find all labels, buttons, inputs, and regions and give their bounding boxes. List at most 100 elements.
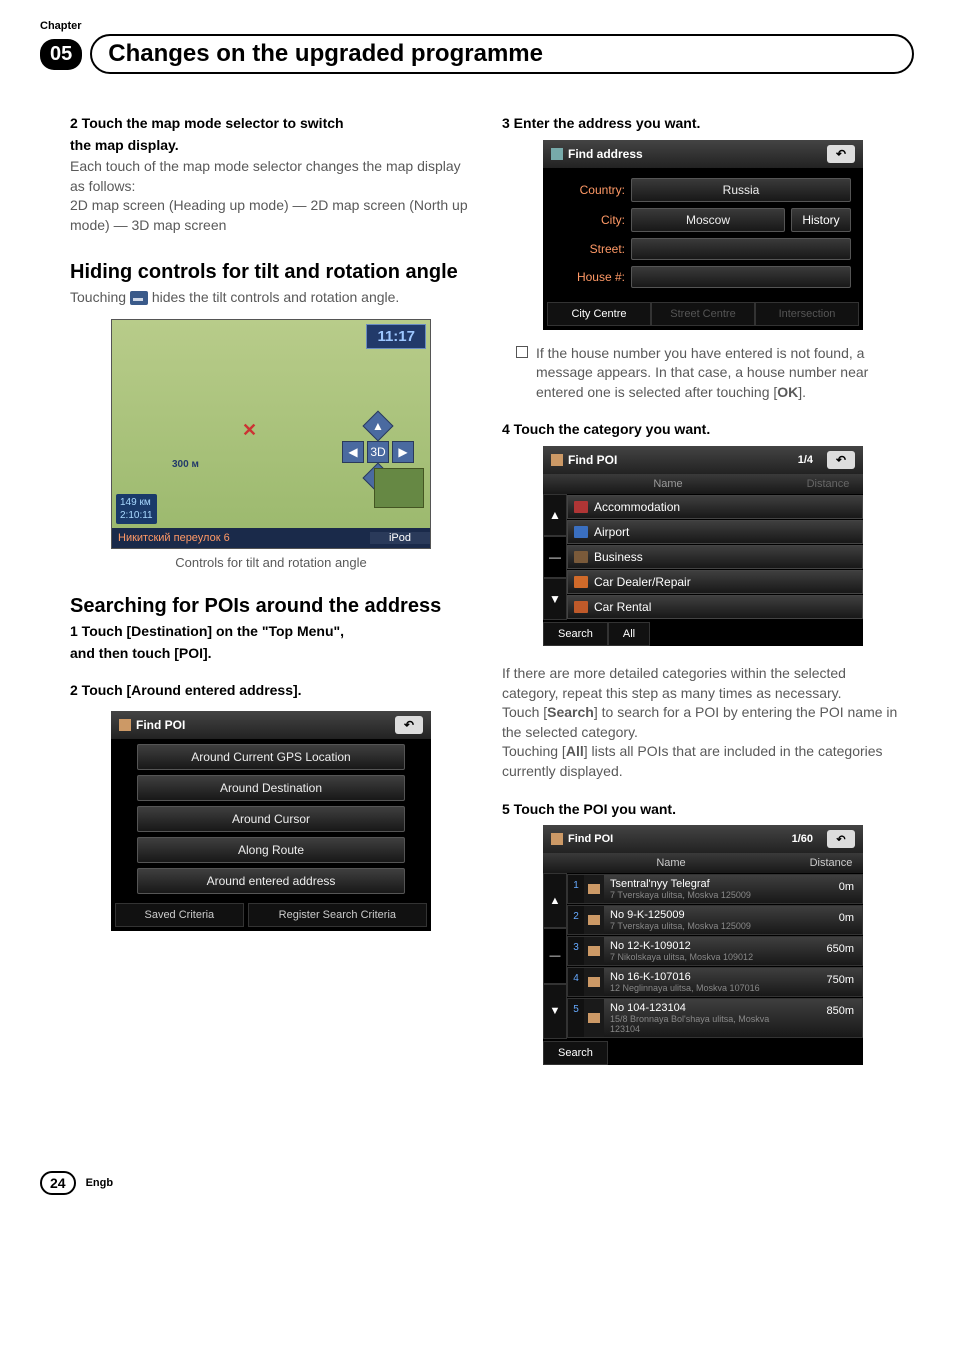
rotate-right-button[interactable]: ▶ (392, 441, 414, 463)
rotate-left-button[interactable]: ◀ (342, 441, 364, 463)
post-office-icon (588, 977, 600, 987)
panel-title-icon (119, 719, 131, 731)
map-screenshot: 11:17 ✕ ▲ ◀ 3D ▶ ▼ 300 м 149 км 2:10:11 … (111, 319, 431, 549)
street-field[interactable] (631, 238, 851, 260)
poi-result-item[interactable]: 3No 12-K-1090127 Nikolskaya ulitsa, Mosk… (567, 936, 863, 966)
city-label: City: (555, 213, 625, 227)
poicat-all-button[interactable]: All (608, 622, 650, 646)
poires-title: Find POI (568, 833, 613, 845)
para-search-bold: Search (547, 704, 594, 720)
poi-category-item[interactable]: Accommodation (567, 495, 863, 519)
poicat-search-button[interactable]: Search (543, 622, 608, 646)
result-name: No 16-K-107016 (610, 971, 792, 983)
poi-category-item[interactable]: Car Dealer/Repair (567, 570, 863, 594)
page-footer: 24 Engb (0, 1091, 954, 1215)
chapter-label: Chapter (40, 20, 914, 32)
post-office-icon (588, 1013, 600, 1023)
result-icon-cell (584, 937, 604, 965)
poires-dist-header: Distance (799, 853, 863, 873)
post-office-icon (588, 915, 600, 925)
register-criteria-button[interactable]: Register Search Criteria (248, 903, 427, 927)
scroll-up-button[interactable]: ▲ (543, 494, 567, 536)
poires-search-button[interactable]: Search (543, 1041, 608, 1065)
result-distance: 0m (798, 875, 862, 903)
city-centre-button[interactable]: City Centre (547, 302, 651, 326)
around-cursor-button[interactable]: Around Cursor (137, 806, 405, 832)
result-name: No 9-K-125009 (610, 909, 792, 921)
step5: 5 Touch the POI you want. (502, 800, 904, 820)
intersection-button[interactable]: Intersection (755, 302, 859, 326)
house-field[interactable] (631, 266, 851, 288)
mode-button[interactable]: 3D (367, 441, 389, 463)
poires-back-button[interactable]: ↶ (827, 830, 855, 848)
back-button[interactable]: ↶ (395, 716, 423, 734)
addr-title-icon (551, 148, 563, 160)
result-icon-cell (584, 999, 604, 1037)
result-text: Tsentral'nyy Telegraf7 Tverskaya ulitsa,… (604, 875, 798, 903)
map-street-name: Никитский переулок 6 (112, 532, 370, 544)
category-label: Accommodation (594, 500, 680, 514)
tilt-body: Touching hides the tilt controls and rot… (70, 288, 472, 308)
along-route-button[interactable]: Along Route (137, 837, 405, 863)
street-label: Street: (555, 242, 625, 256)
tilt-body-b: hides the tilt controls and rotation ang… (152, 289, 400, 305)
result-address: 7 Nikolskaya ulitsa, Moskva 109012 (610, 952, 792, 962)
poi-step1-a: 1 Touch [Destination] on the "Top Menu", (70, 622, 472, 642)
page-header: Chapter 05 Changes on the upgraded progr… (0, 0, 954, 74)
category-icon (574, 526, 588, 538)
res-scroll-up-button[interactable]: ▲ (543, 873, 567, 928)
right-column: 3 Enter the address you want. Find addre… (502, 114, 904, 1071)
tilt-body-a: Touching (70, 289, 130, 305)
poi-category-item[interactable]: Business (567, 545, 863, 569)
result-index: 5 (568, 999, 584, 1037)
poi-step2: 2 Touch [Around entered address]. (70, 681, 472, 701)
step2-line1: 2 Touch the map mode selector to switch (70, 114, 472, 134)
poi-result-item[interactable]: 2No 9-K-1250097 Tverskaya ulitsa, Moskva… (567, 905, 863, 935)
addr-titlebar: Find address ↶ (543, 140, 863, 168)
note-b: ]. (798, 384, 806, 400)
history-button[interactable]: History (791, 208, 851, 232)
country-field[interactable]: Russia (631, 178, 851, 202)
res-scroll-track: — (543, 928, 567, 983)
poicat-dist-header: Distance (793, 474, 863, 494)
house-label: House #: (555, 270, 625, 284)
tilt-up-button[interactable]: ▲ (362, 411, 393, 442)
result-name: No 104-123104 (610, 1002, 792, 1014)
poicat-titlebar: Find POI 1/4 ↶ (543, 446, 863, 474)
map-info-time: 2:10:11 (120, 509, 153, 522)
category-icon (574, 501, 588, 513)
result-address: 7 Tverskaya ulitsa, Moskva 125009 (610, 921, 792, 931)
poi-category-item[interactable]: Airport (567, 520, 863, 544)
find-poi-category-panel: Find POI 1/4 ↶ Name Distance ▲ — ▼ Accom… (543, 446, 863, 646)
find-address-panel: Find address ↶ Country: Russia City: Mos… (543, 140, 863, 330)
city-field[interactable]: Moscow (631, 208, 785, 232)
category-icon (574, 551, 588, 563)
poi-category-item[interactable]: Car Rental (567, 595, 863, 619)
map-source-label: iPod (370, 532, 430, 544)
page-number: 24 (40, 1171, 76, 1195)
result-distance: 650m (798, 937, 862, 965)
around-gps-button[interactable]: Around Current GPS Location (137, 744, 405, 770)
para-search: Touch [Search] to search for a POI by en… (502, 703, 904, 742)
around-destination-button[interactable]: Around Destination (137, 775, 405, 801)
around-address-button[interactable]: Around entered address (137, 868, 405, 894)
poires-title-icon (551, 833, 563, 845)
map-inset (374, 468, 424, 508)
panel-title: Find POI (136, 718, 185, 732)
category-label: Business (594, 550, 643, 564)
step3: 3 Enter the address you want. (502, 114, 904, 134)
addr-back-button[interactable]: ↶ (827, 145, 855, 163)
map-info-distance: 149 км (120, 496, 153, 509)
poi-result-item[interactable]: 5No 104-12310415/8 Bronnaya Bol'shaya ul… (567, 998, 863, 1038)
step2-body1: Each touch of the map mode selector chan… (70, 157, 472, 196)
street-centre-button[interactable]: Street Centre (651, 302, 755, 326)
poi-result-item[interactable]: 1Tsentral'nyy Telegraf7 Tverskaya ulitsa… (567, 874, 863, 904)
poi-result-item[interactable]: 4No 16-K-10701612 Neglinnaya ulitsa, Mos… (567, 967, 863, 997)
scroll-down-button[interactable]: ▼ (543, 578, 567, 620)
section-tilt-heading: Hiding controls for tilt and rotation an… (70, 260, 472, 284)
saved-criteria-button[interactable]: Saved Criteria (115, 903, 244, 927)
poicat-back-button[interactable]: ↶ (827, 451, 855, 469)
note-text: If the house number you have entered is … (536, 344, 904, 403)
poicat-title-icon (551, 454, 563, 466)
res-scroll-down-button[interactable]: ▼ (543, 984, 567, 1039)
